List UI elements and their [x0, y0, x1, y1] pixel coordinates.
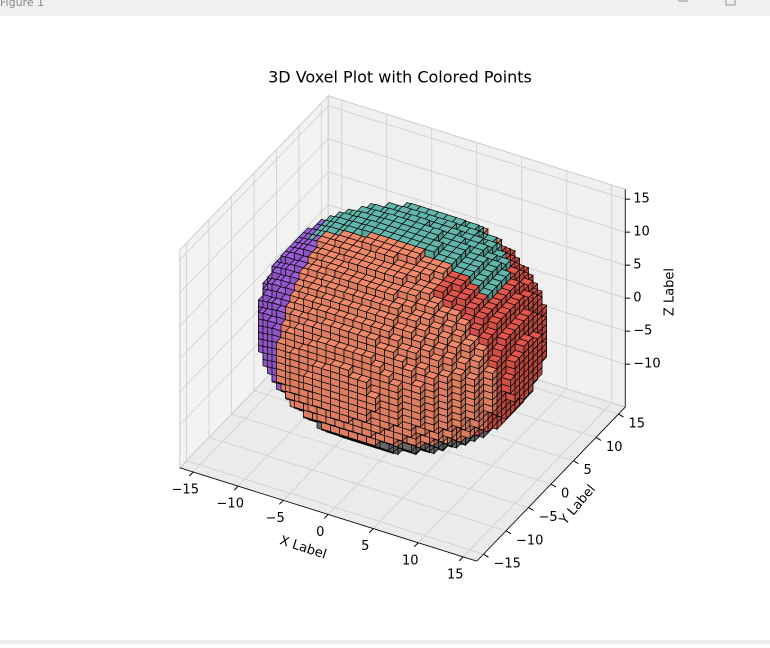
x-tick — [233, 485, 239, 491]
y-tick-label: 10 — [606, 440, 623, 455]
x-tick-label: 0 — [316, 525, 324, 540]
x-tick — [278, 499, 284, 505]
y-tick-label: 15 — [629, 417, 646, 432]
grid-line — [179, 204, 329, 360]
x-tick-label: 10 — [402, 553, 419, 568]
voxel-face — [487, 315, 503, 325]
z-tick-label: 0 — [633, 291, 641, 306]
voxel-sphere — [257, 202, 548, 456]
x-tick — [413, 542, 419, 548]
voxel-face — [464, 301, 480, 310]
voxel-face — [424, 300, 440, 309]
y-tick — [595, 436, 602, 441]
grid-line — [179, 138, 329, 294]
y-tick — [550, 483, 557, 488]
title-bar — [0, 0, 770, 16]
z-axis-label: Z Label — [663, 268, 678, 316]
y-tick-label: −5 — [539, 510, 558, 525]
grid-line — [179, 105, 329, 261]
y-tick — [528, 507, 534, 511]
y-tick-label: −15 — [494, 557, 521, 572]
voxel-face — [478, 331, 494, 341]
voxel-face — [473, 311, 489, 320]
x-tick — [188, 471, 194, 477]
x-tick-label: −15 — [172, 483, 199, 498]
x-tick-label: −5 — [266, 511, 285, 526]
voxel-face — [455, 292, 471, 301]
voxel-face — [496, 331, 512, 341]
voxel-face — [514, 338, 530, 347]
z-tick-label: 5 — [633, 258, 641, 273]
z-tick-label: −10 — [633, 357, 660, 372]
grid-line — [328, 171, 626, 266]
voxel-face — [455, 317, 471, 326]
y-tick — [573, 460, 579, 465]
voxel-face — [433, 284, 449, 293]
grid-line — [208, 437, 507, 532]
window-title: Figure 1 — [0, 0, 44, 9]
y-tick-label: 0 — [561, 487, 569, 502]
grid-line — [231, 413, 529, 508]
chart-title: 3D Voxel Plot with Colored Points — [268, 68, 532, 87]
status-bar — [0, 640, 770, 644]
x-tick — [458, 556, 464, 562]
x-axis-line — [179, 467, 477, 562]
x-tick-label: 5 — [361, 539, 369, 554]
y-tick — [505, 530, 512, 535]
x-tick — [368, 528, 374, 533]
voxel-face — [424, 244, 440, 253]
z-tick-label: 15 — [633, 192, 650, 207]
x-tick-label: 15 — [447, 567, 464, 582]
maximize-button[interactable] — [725, 0, 736, 6]
voxel-face — [460, 338, 476, 347]
x-tick — [323, 514, 329, 519]
y-axis-line — [476, 406, 626, 562]
voxel-face — [451, 278, 467, 287]
z-tick-label: −5 — [633, 324, 652, 339]
x-tick-label: −10 — [217, 497, 244, 512]
z-tick-label: 10 — [633, 225, 650, 240]
y-tick-label: −10 — [516, 533, 543, 548]
y-tick — [618, 413, 624, 418]
voxel-face — [406, 250, 422, 259]
voxel-face — [446, 308, 462, 317]
y-tick — [483, 553, 489, 558]
grid-line — [328, 105, 626, 200]
y-tick-label: 5 — [584, 463, 592, 478]
voxel-face — [433, 265, 449, 275]
grid-line — [179, 171, 329, 327]
voxel-face — [505, 354, 521, 363]
grid-line — [328, 138, 626, 233]
grid-line — [186, 460, 484, 555]
